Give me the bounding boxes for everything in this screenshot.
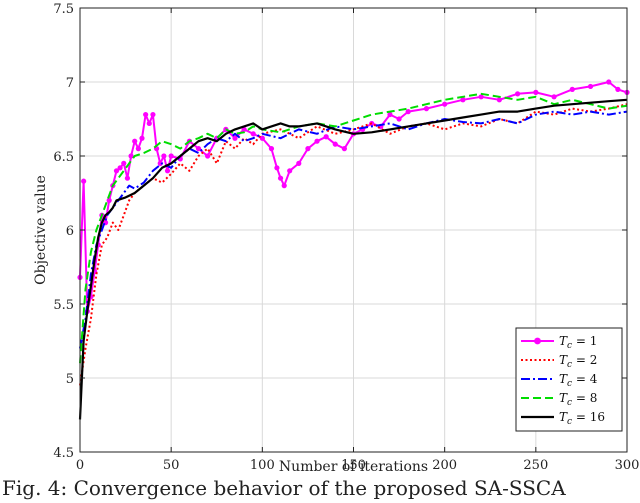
data-point bbox=[164, 168, 171, 174]
x-tick-label: 100 bbox=[250, 458, 275, 473]
data-point bbox=[250, 131, 256, 137]
data-point bbox=[241, 126, 247, 132]
data-point bbox=[81, 178, 87, 184]
data-point bbox=[121, 160, 127, 166]
data-point bbox=[314, 138, 320, 144]
data-point bbox=[606, 79, 612, 85]
data-point bbox=[205, 153, 211, 159]
data-point bbox=[396, 116, 402, 122]
y-tick-label: 4.5 bbox=[53, 446, 74, 461]
legend-label-value: = 8 bbox=[572, 391, 597, 405]
data-point bbox=[268, 146, 275, 152]
data-point bbox=[117, 165, 123, 171]
x-tick-label: 50 bbox=[163, 458, 180, 473]
series-4 bbox=[79, 92, 628, 364]
data-point bbox=[442, 101, 448, 107]
legend-label-sub: c bbox=[567, 398, 572, 408]
data-point bbox=[274, 165, 280, 171]
legend-label: Tc = 2 bbox=[559, 353, 597, 370]
legend-label-sub: c bbox=[567, 417, 572, 427]
legend-label-main: T bbox=[559, 372, 568, 386]
x-tick-label: 150 bbox=[341, 458, 366, 473]
data-point bbox=[106, 197, 112, 203]
y-tick-label: 5.5 bbox=[53, 298, 74, 313]
data-point bbox=[305, 146, 311, 152]
legend-label: Tc = 16 bbox=[559, 410, 605, 427]
legend-label: Tc = 4 bbox=[559, 372, 598, 389]
data-point bbox=[143, 111, 149, 118]
legend-label: Tc = 1 bbox=[559, 334, 597, 351]
data-point bbox=[533, 89, 539, 95]
legend-label-main: T bbox=[559, 410, 568, 424]
plot-series bbox=[77, 79, 630, 420]
legend-label-sub: c bbox=[567, 360, 572, 370]
y-tick-label: 6 bbox=[66, 224, 74, 239]
data-point bbox=[496, 97, 502, 103]
legend-label-main: T bbox=[559, 391, 568, 405]
data-point bbox=[146, 120, 152, 127]
series-3 bbox=[79, 110, 628, 349]
figure-caption: Fig. 4: Convergence behavior of the prop… bbox=[2, 476, 566, 500]
data-point bbox=[287, 168, 293, 174]
data-point bbox=[124, 175, 131, 181]
data-point bbox=[232, 135, 238, 141]
data-point bbox=[615, 86, 621, 92]
data-point bbox=[277, 175, 284, 181]
data-point bbox=[551, 94, 557, 100]
data-point bbox=[150, 111, 156, 118]
data-point bbox=[259, 135, 265, 141]
x-tick-label: 200 bbox=[432, 458, 457, 473]
legend-label-main: T bbox=[559, 334, 568, 348]
convergence-chart: 0 50 100 150 200 250 300 4.5 5 5.5 6 6.5 7 7.5 Number… bbox=[33, 2, 639, 475]
data-point bbox=[478, 94, 484, 100]
legend-label-value: = 1 bbox=[572, 334, 597, 348]
series-5 bbox=[78, 98, 628, 420]
data-point bbox=[161, 153, 167, 159]
y-tick-label: 7 bbox=[66, 76, 74, 91]
legend: Tc = 1Tc = 2Tc = 4Tc = 8Tc = 16 bbox=[515, 327, 623, 432]
data-point bbox=[128, 153, 134, 159]
x-tick-label: 300 bbox=[615, 458, 640, 473]
legend-label-sub: c bbox=[567, 379, 572, 389]
x-axis-label: Number of iterations bbox=[279, 459, 428, 475]
data-point bbox=[423, 106, 430, 112]
data-point bbox=[296, 160, 302, 166]
x-tick-label: 250 bbox=[523, 458, 548, 473]
series-line bbox=[79, 92, 628, 364]
legend-label-value: = 2 bbox=[572, 353, 597, 367]
data-point bbox=[332, 141, 338, 147]
legend-marker bbox=[534, 337, 541, 345]
series-line bbox=[78, 98, 628, 420]
series-line bbox=[79, 110, 628, 349]
data-point bbox=[132, 138, 138, 144]
y-tick-label: 5 bbox=[66, 372, 74, 387]
data-point bbox=[113, 168, 120, 174]
y-tick-label: 7.5 bbox=[53, 2, 74, 17]
legend-label-value: = 4 bbox=[572, 372, 598, 386]
legend-label: Tc = 8 bbox=[559, 391, 597, 408]
data-point bbox=[323, 134, 329, 140]
y-axis-label: Objective value bbox=[33, 175, 49, 285]
data-point bbox=[405, 109, 411, 115]
data-point bbox=[281, 183, 287, 189]
data-point bbox=[195, 146, 202, 152]
x-tick-label: 0 bbox=[76, 458, 84, 473]
data-point bbox=[168, 153, 174, 159]
data-point bbox=[157, 160, 163, 166]
axis-ticks: 0 50 100 150 200 250 300 4.5 5 5.5 6 6.5 7 7.5 bbox=[53, 2, 639, 473]
data-point bbox=[139, 135, 145, 141]
data-point bbox=[515, 91, 521, 97]
data-point bbox=[387, 111, 393, 118]
legend-label-value: = 16 bbox=[572, 410, 605, 424]
y-tick-label: 6.5 bbox=[53, 150, 74, 165]
data-point bbox=[460, 97, 466, 103]
data-point bbox=[569, 86, 575, 92]
data-point bbox=[341, 146, 347, 152]
data-point bbox=[135, 146, 141, 152]
legend-label-main: T bbox=[559, 353, 568, 367]
legend-label-sub: c bbox=[567, 341, 572, 351]
data-point bbox=[587, 83, 594, 90]
